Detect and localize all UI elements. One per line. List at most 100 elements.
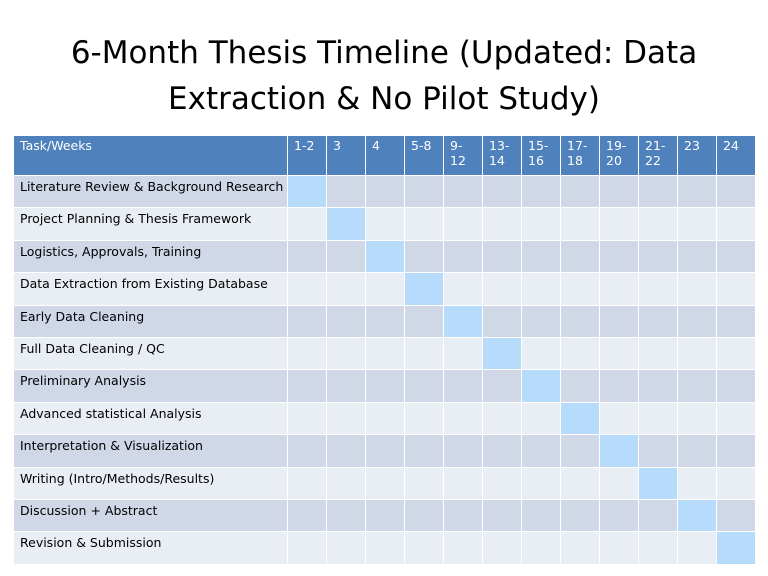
task-row: Advanced statistical Analysis	[13, 401, 756, 436]
empty-cell	[716, 369, 756, 403]
empty-cell	[560, 239, 600, 274]
empty-cell	[404, 498, 444, 533]
active-cell	[287, 174, 327, 209]
header-label: 1-2	[294, 138, 315, 153]
empty-cell	[365, 174, 405, 209]
task-row: Early Data Cleaning	[13, 304, 756, 338]
empty-cell	[716, 498, 756, 533]
empty-cell	[521, 207, 561, 241]
task-name: Interpretation & Visualization	[13, 434, 288, 468]
empty-cell	[404, 174, 444, 209]
empty-cell	[560, 304, 600, 338]
empty-cell	[677, 369, 717, 403]
empty-cell	[365, 369, 405, 403]
empty-cell	[482, 207, 522, 241]
empty-cell	[677, 304, 717, 338]
empty-cell	[521, 304, 561, 338]
empty-cell	[677, 434, 717, 468]
empty-cell	[287, 207, 327, 241]
empty-cell	[326, 401, 366, 436]
empty-cell	[716, 434, 756, 468]
empty-cell	[404, 466, 444, 500]
empty-cell	[560, 498, 600, 533]
empty-cell	[482, 369, 522, 403]
empty-cell	[482, 466, 522, 500]
active-cell	[365, 239, 405, 274]
empty-cell	[560, 369, 600, 403]
active-cell	[443, 304, 483, 338]
empty-cell	[287, 272, 327, 306]
empty-cell	[677, 531, 717, 565]
empty-cell	[326, 369, 366, 403]
empty-cell	[287, 498, 327, 533]
empty-cell	[677, 336, 717, 371]
empty-cell	[638, 207, 678, 241]
header-cell: 9-12	[443, 135, 483, 176]
empty-cell	[404, 336, 444, 371]
task-row: Interpretation & Visualization	[13, 434, 756, 468]
empty-cell	[443, 466, 483, 500]
header-label: 24	[723, 138, 739, 153]
empty-cell	[404, 369, 444, 403]
task-name: Advanced statistical Analysis	[13, 401, 288, 436]
empty-cell	[638, 369, 678, 403]
empty-cell	[365, 531, 405, 565]
empty-cell	[482, 304, 522, 338]
empty-cell	[443, 336, 483, 371]
task-name: Early Data Cleaning	[13, 304, 288, 338]
empty-cell	[365, 434, 405, 468]
empty-cell	[638, 239, 678, 274]
empty-cell	[521, 336, 561, 371]
active-cell	[404, 272, 444, 306]
empty-cell	[560, 434, 600, 468]
empty-cell	[599, 239, 639, 274]
empty-cell	[365, 498, 405, 533]
empty-cell	[638, 304, 678, 338]
empty-cell	[638, 531, 678, 565]
empty-cell	[482, 498, 522, 533]
empty-cell	[716, 207, 756, 241]
empty-cell	[443, 239, 483, 274]
empty-cell	[638, 174, 678, 209]
empty-cell	[638, 336, 678, 371]
empty-cell	[404, 434, 444, 468]
empty-cell	[326, 239, 366, 274]
empty-cell	[716, 239, 756, 274]
empty-cell	[677, 174, 717, 209]
empty-cell	[287, 531, 327, 565]
empty-cell	[560, 466, 600, 500]
empty-cell	[365, 401, 405, 436]
header-cell: 21-22	[638, 135, 678, 176]
header-cell: 1-2	[287, 135, 327, 176]
empty-cell	[599, 336, 639, 371]
header-cell: 15-16	[521, 135, 561, 176]
header-label: 9-12	[450, 138, 466, 168]
task-name: Literature Review & Background Research	[13, 174, 288, 209]
empty-cell	[599, 531, 639, 565]
empty-cell	[365, 466, 405, 500]
empty-cell	[326, 531, 366, 565]
empty-cell	[638, 401, 678, 436]
empty-cell	[599, 304, 639, 338]
empty-cell	[287, 336, 327, 371]
task-row: Literature Review & Background Research	[13, 174, 756, 209]
empty-cell	[326, 498, 366, 533]
header-cell: 5-8	[404, 135, 444, 176]
active-cell	[482, 336, 522, 371]
empty-cell	[521, 498, 561, 533]
header-label: 15-16	[528, 138, 549, 168]
empty-cell	[443, 498, 483, 533]
header-label: 19-20	[606, 138, 627, 168]
empty-cell	[677, 272, 717, 306]
header-label: Task/Weeks	[20, 138, 92, 153]
empty-cell	[443, 434, 483, 468]
empty-cell	[716, 272, 756, 306]
empty-cell	[443, 369, 483, 403]
task-row: Project Planning & Thesis Framework	[13, 207, 756, 241]
empty-cell	[521, 239, 561, 274]
empty-cell	[287, 369, 327, 403]
empty-cell	[287, 401, 327, 436]
empty-cell	[716, 336, 756, 371]
header-cell: Task/Weeks	[13, 135, 288, 176]
